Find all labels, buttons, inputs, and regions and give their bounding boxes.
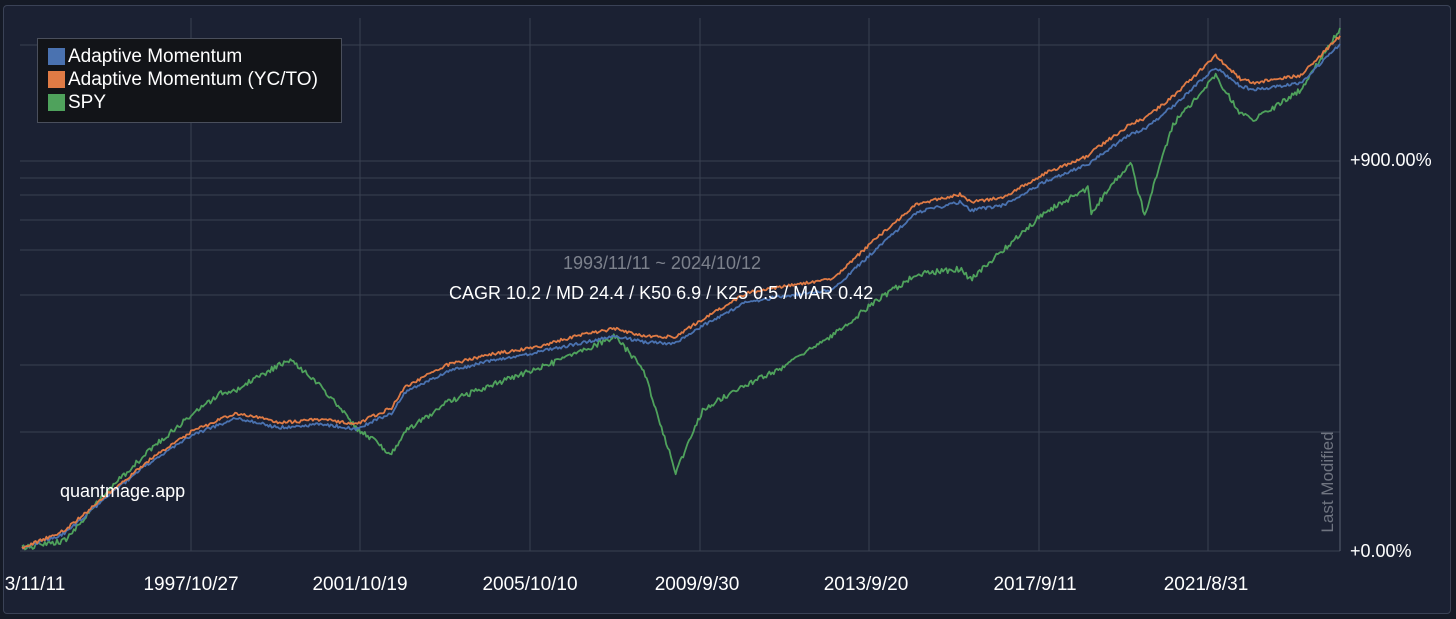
legend-swatch-adaptive-momentum — [48, 48, 65, 65]
legend-label: Adaptive Momentum (YC/TO) — [68, 68, 318, 90]
legend-label: Adaptive Momentum — [68, 45, 243, 67]
watermark: quantmage.app — [60, 481, 186, 501]
series-line-spy — [21, 27, 1341, 551]
x-tick-label: 2013/9/20 — [823, 574, 909, 595]
date-range-label: 1993/11/11 ~ 2024/10/12 — [563, 253, 762, 273]
series-lines — [21, 27, 1341, 551]
x-tick-label: 2021/8/31 — [1163, 574, 1249, 595]
x-tick-label: 2017/9/11 — [993, 574, 1077, 595]
legend-swatch-spy — [48, 94, 65, 111]
series-line-adaptive-momentum — [21, 43, 1341, 550]
last-modified-label: Last Modified — [1318, 431, 1337, 533]
grid-lines — [20, 18, 1341, 552]
x-tick-label: 3/11/11 — [4, 574, 66, 595]
x-tick-label: 1997/10/27 — [143, 574, 239, 595]
legend-item-spy[interactable]: SPY — [48, 91, 341, 114]
legend-item-adaptive-momentum[interactable]: Adaptive Momentum — [48, 45, 341, 68]
y-tick-label: +0.00% — [1350, 541, 1412, 561]
chart-legend: Adaptive Momentum Adaptive Momentum (YC/… — [37, 38, 342, 123]
series-line-adaptive-momentum-yc-to — [21, 35, 1341, 550]
y-tick-label: +900.00% — [1350, 150, 1432, 170]
legend-swatch-adaptive-momentum-yc-to — [48, 71, 65, 88]
legend-item-adaptive-momentum-yc-to[interactable]: Adaptive Momentum (YC/TO) — [48, 68, 341, 91]
x-tick-label: 2009/9/30 — [654, 574, 740, 595]
x-tick-label: 2005/10/10 — [482, 574, 578, 595]
x-tick-label: 2001/10/19 — [312, 574, 408, 595]
stats-label: CAGR 10.2 / MD 24.4 / K50 6.9 / K25 0.5 … — [449, 283, 874, 303]
legend-label: SPY — [68, 91, 107, 113]
